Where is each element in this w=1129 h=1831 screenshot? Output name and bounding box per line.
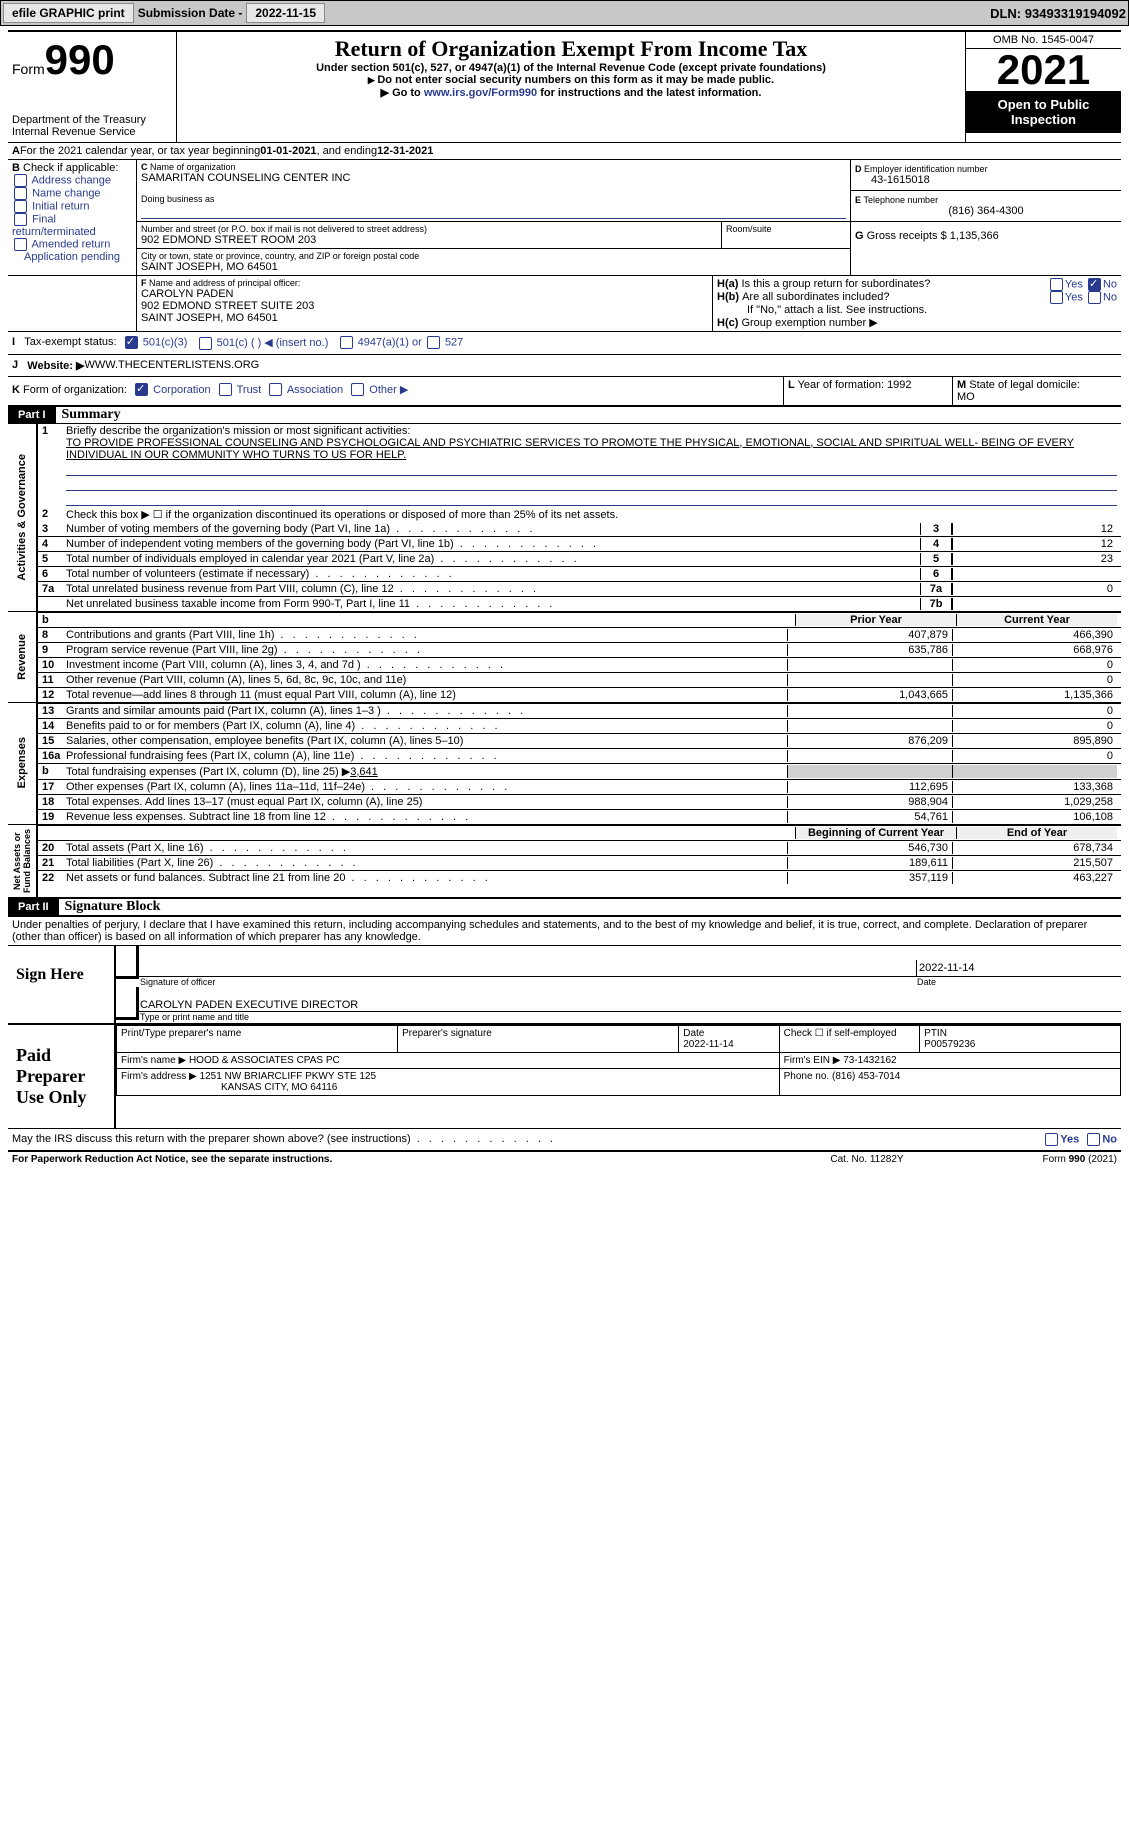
- officer-addr2: SAINT JOSEPH, MO 64501: [141, 312, 708, 324]
- part-ii-title: Signature Block: [65, 899, 161, 915]
- room-suite: Room/suite: [721, 222, 850, 248]
- 527-check[interactable]: [427, 336, 440, 349]
- line-a: A For the 2021 calendar year, or tax yea…: [8, 142, 1121, 159]
- prep-date: 2022-11-14: [683, 1039, 733, 1050]
- activities-tab: Activities & Governance: [14, 450, 30, 585]
- year-formation: 1992: [887, 379, 911, 391]
- mission: TO PROVIDE PROFESSIONAL COUNSELING AND P…: [66, 437, 1074, 461]
- initial-return-check[interactable]: Initial return: [32, 200, 89, 212]
- ein: 43-1615018: [855, 174, 1117, 186]
- footer-cat: Cat. No. 11282Y: [767, 1154, 967, 1165]
- firm-ein: 73-1432162: [843, 1055, 896, 1066]
- form-label: Form990: [12, 36, 172, 84]
- corp-check[interactable]: [135, 383, 148, 396]
- firm-addr2: KANSAS CITY, MO 64116: [121, 1082, 337, 1093]
- city-state-zip: SAINT JOSEPH, MO 64501: [141, 261, 846, 273]
- line7a-val: 0: [952, 583, 1117, 595]
- perjury-text: Under penalties of perjury, I declare th…: [8, 917, 1121, 945]
- efile-print-button[interactable]: efile GRAPHIC print: [3, 3, 134, 23]
- subtitle-1: Under section 501(c), 527, or 4947(a)(1)…: [181, 62, 961, 74]
- may-discuss: May the IRS discuss this return with the…: [8, 1128, 1121, 1150]
- prior-year-header: Prior Year: [795, 614, 956, 626]
- sign-here-label: Sign Here: [8, 946, 114, 1023]
- part-i-title: Summary: [62, 407, 121, 423]
- toolbar: efile GRAPHIC print Submission Date - 20…: [0, 0, 1129, 26]
- org-name: SAMARITAN COUNSELING CENTER INC: [141, 172, 846, 184]
- footer-right: Form 990 (2021): [967, 1154, 1117, 1165]
- 501c-check[interactable]: [199, 337, 212, 350]
- street-address: 902 EDMOND STREET ROOM 203: [141, 234, 717, 246]
- firm-name: HOOD & ASSOCIATES CPAS PC: [189, 1055, 340, 1066]
- telephone: (816) 364-4300: [855, 205, 1117, 217]
- part-i-label: Part I: [8, 407, 56, 423]
- submission-date-button[interactable]: 2022-11-15: [246, 3, 325, 23]
- firm-addr1: 1251 NW BRIARCLIFF PKWY STE 125: [200, 1071, 377, 1082]
- amended-check[interactable]: Amended return: [31, 238, 110, 250]
- tax-year: 2021: [966, 49, 1121, 91]
- line7b-val: [952, 598, 1117, 610]
- other-check[interactable]: [351, 383, 364, 396]
- paid-preparer-label: Paid Preparer Use Only: [8, 1025, 114, 1128]
- assoc-check[interactable]: [269, 383, 282, 396]
- open-to-public: Open to Public Inspection: [966, 91, 1121, 133]
- officer-name-title: CAROLYN PADEN EXECUTIVE DIRECTOR: [136, 987, 1121, 1012]
- officer-addr1: 902 EDMOND STREET SUITE 203: [141, 300, 708, 312]
- firm-phone: (816) 453-7014: [832, 1071, 900, 1082]
- part-ii-label: Part II: [8, 899, 59, 915]
- 4947-check[interactable]: [340, 336, 353, 349]
- officer-sig-date: 2022-11-14: [916, 960, 1121, 976]
- dln: DLN: 93493319194092: [990, 6, 1126, 21]
- addr-change-check[interactable]: Address change: [31, 174, 111, 186]
- officer-name: CAROLYN PADEN: [141, 288, 708, 300]
- current-year-header: Current Year: [956, 614, 1117, 626]
- 501c3-check[interactable]: [125, 336, 138, 349]
- eoy-header: End of Year: [956, 827, 1117, 839]
- revenue-tab: Revenue: [14, 630, 30, 684]
- expenses-tab: Expenses: [14, 733, 30, 792]
- section-b: B Check if applicable: Address change Na…: [8, 160, 137, 275]
- ptin: P00579236: [924, 1039, 975, 1050]
- form-header: Form990 Department of the Treasury Inter…: [8, 30, 1121, 142]
- irs-link[interactable]: www.irs.gov/Form990: [424, 87, 537, 99]
- form-title: Return of Organization Exempt From Incom…: [181, 36, 961, 62]
- netassets-tab: Net Assets orFund Balances: [10, 825, 34, 897]
- line3-val: 12: [952, 523, 1117, 535]
- section-c: C Name of organization SAMARITAN COUNSEL…: [137, 160, 851, 275]
- submission-date-label: Submission Date -: [138, 6, 243, 20]
- line4-val: 12: [952, 538, 1117, 550]
- boy-header: Beginning of Current Year: [795, 827, 956, 839]
- subtitle-3: ▶ Go to www.irs.gov/Form990 for instruct…: [181, 86, 961, 99]
- name-change-check[interactable]: Name change: [32, 187, 101, 199]
- state-domicile: MO: [957, 391, 975, 403]
- line6-val: [952, 568, 1117, 580]
- subtitle-2: Do not enter social security numbers on …: [181, 74, 961, 86]
- section-h: H(a) Is this a group return for subordin…: [713, 276, 1121, 331]
- gross-receipts: 1,135,366: [947, 230, 999, 242]
- app-pending-check[interactable]: Application pending: [12, 251, 132, 263]
- footer-left: For Paperwork Reduction Act Notice, see …: [12, 1154, 767, 1165]
- section-deg: D Employer identification number 43-1615…: [851, 160, 1121, 275]
- website: WWW.THECENTERLISTENS.ORG: [84, 359, 259, 372]
- line5-val: 23: [952, 553, 1117, 565]
- trust-check[interactable]: [219, 383, 232, 396]
- dept-label: Department of the Treasury Internal Reve…: [12, 114, 172, 138]
- dba-value: [141, 204, 846, 219]
